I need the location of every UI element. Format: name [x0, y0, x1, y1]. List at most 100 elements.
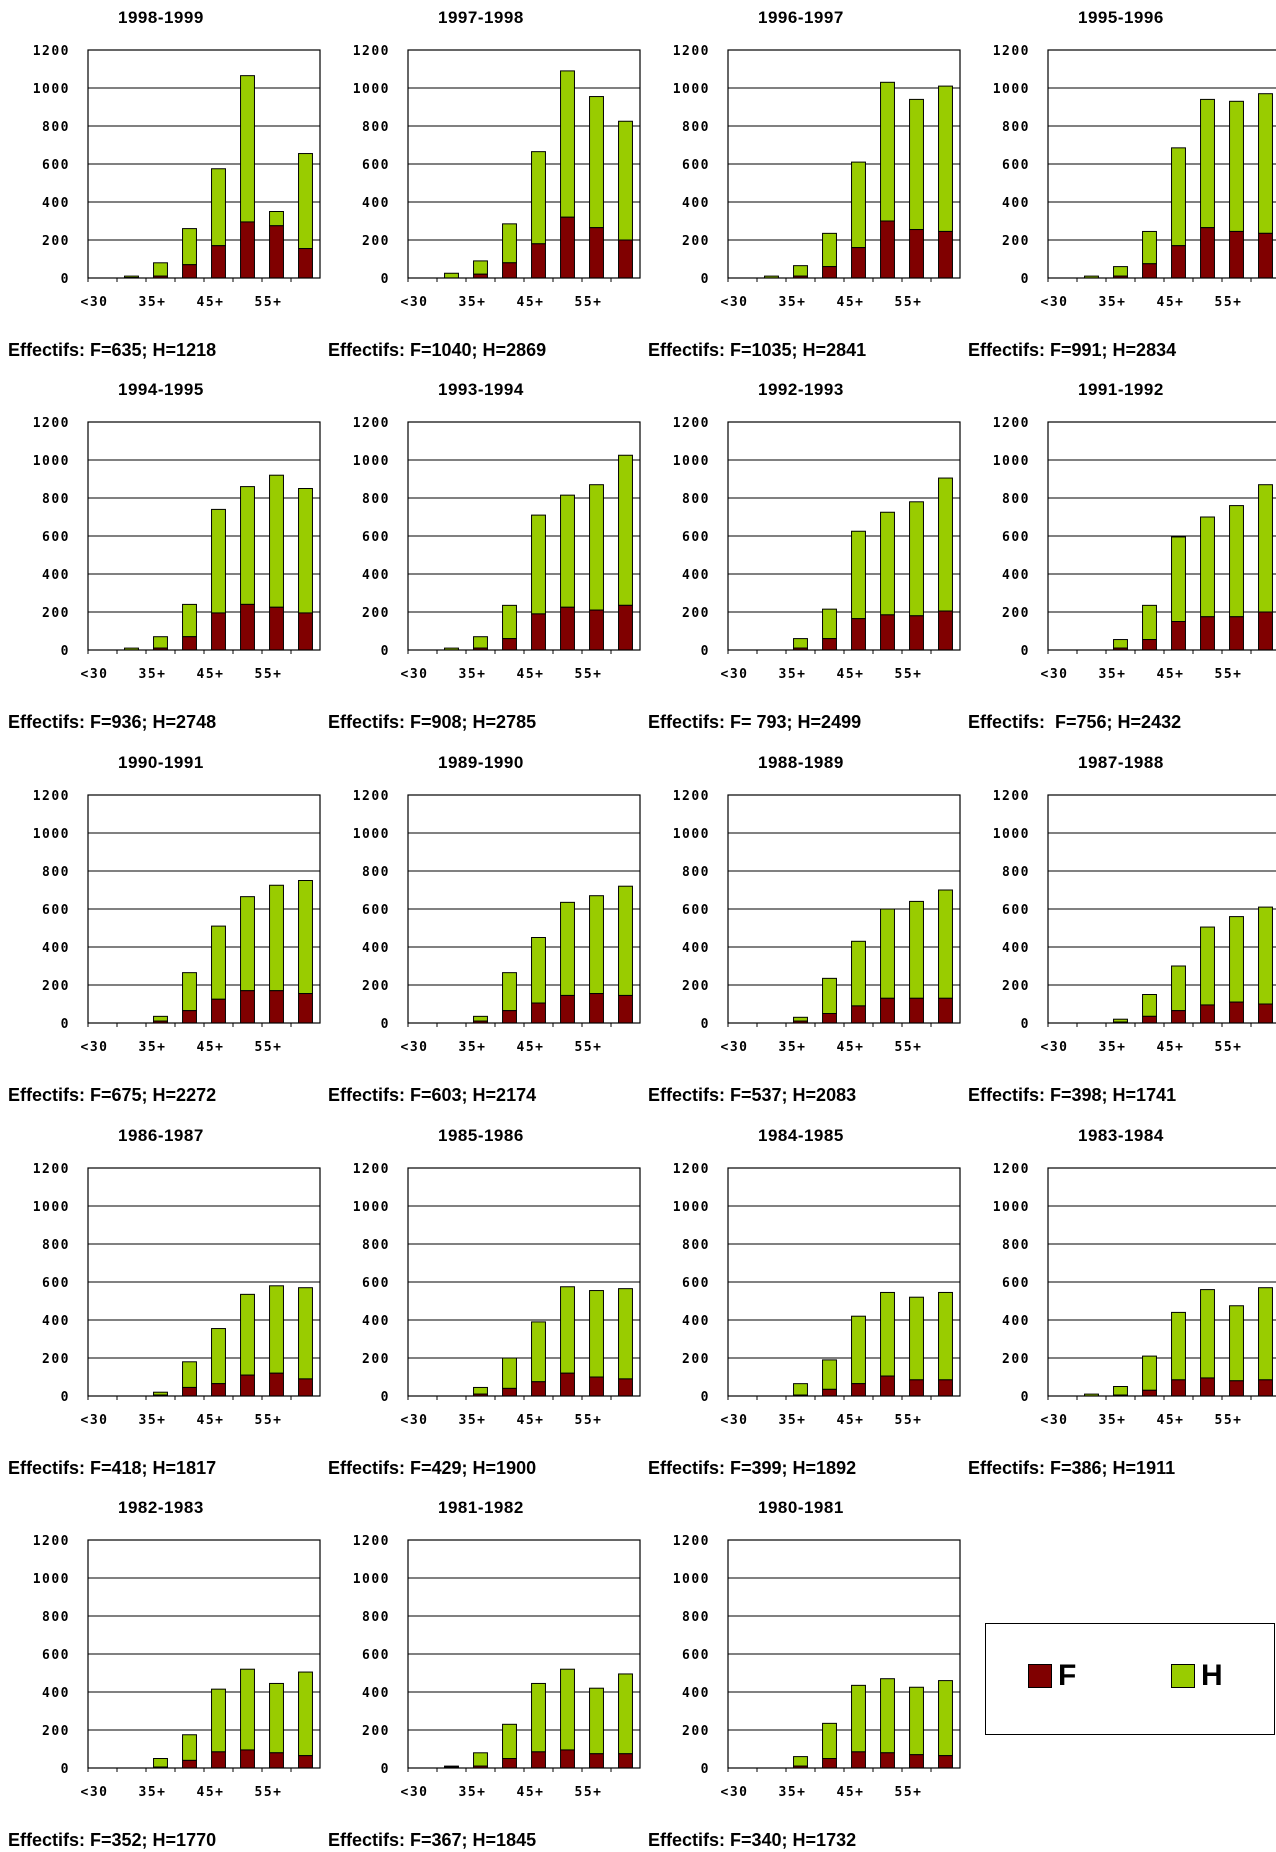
bar-f	[589, 227, 604, 279]
chart-title: 1989-1990	[438, 753, 524, 772]
bar-h	[793, 1016, 808, 1022]
bar-h	[589, 96, 604, 229]
x-tick-label: 35+	[779, 295, 807, 310]
x-tick-label: 55+	[575, 1413, 603, 1428]
bar-f	[240, 1749, 255, 1769]
bar-f	[298, 612, 313, 651]
plot-frame	[727, 1539, 961, 1769]
x-tick-label: 35+	[139, 1413, 167, 1428]
bar-f	[298, 993, 313, 1024]
x-tick-label: <30	[721, 1413, 749, 1428]
y-tick-label: 800	[42, 120, 70, 135]
plot-frame	[1047, 1167, 1276, 1397]
x-tick-label: <30	[721, 295, 749, 310]
bar-chart: 0 200 400 600 800 1000 1200 <30 35+ 45+ 55+	[353, 789, 641, 1055]
y-tick-label: 1000	[673, 454, 710, 469]
y-tick-label: 200	[362, 1352, 390, 1367]
x-tick-label: 35+	[779, 1413, 807, 1428]
bar-h	[1171, 147, 1186, 247]
bar-h	[1171, 1311, 1186, 1381]
bar-f	[211, 1383, 226, 1397]
y-tick-label: 1200	[33, 1534, 70, 1549]
y-tick-label: 200	[682, 606, 710, 621]
chart-title: 1980-1981	[758, 1498, 844, 1517]
y-tick-label: 200	[362, 979, 390, 994]
bar-f	[618, 1753, 633, 1769]
y-tick-label: 0	[61, 272, 70, 287]
chart-title: 1993-1994	[438, 380, 524, 399]
x-tick-label: 55+	[575, 295, 603, 310]
y-tick-label: 400	[362, 1314, 390, 1329]
bar-f	[502, 1387, 517, 1397]
bar-h	[822, 1722, 837, 1760]
x-tick-label: 35+	[1099, 1413, 1127, 1428]
bar-f	[1171, 245, 1186, 279]
y-tick-label: 1000	[33, 454, 70, 469]
bar-h	[211, 168, 226, 247]
effectifs-footer: Effectifs: F=635; H=1218	[8, 340, 217, 360]
bar-chart: 0 200 400 600 800 1000 1200 <30 35+ 45+ 55+	[673, 44, 961, 310]
y-tick-label: 400	[42, 568, 70, 583]
bar-h	[298, 880, 313, 995]
bar-f	[938, 1379, 953, 1397]
x-tick-label: <30	[401, 1040, 429, 1055]
x-tick-label: 55+	[895, 295, 923, 310]
legend-item-f: F	[1028, 1659, 1076, 1693]
bar-h	[1200, 926, 1215, 1006]
x-tick-label: 35+	[459, 295, 487, 310]
bar-f	[1229, 616, 1244, 651]
y-tick-label: 400	[1002, 568, 1030, 583]
bar-f	[1171, 1010, 1186, 1024]
y-tick-label: 1000	[33, 82, 70, 97]
bar-h	[502, 972, 517, 1012]
bar-h	[1113, 639, 1128, 649]
bar-chart: 0 200 400 600 800 1000 1200 <30 35+ 45+ 55+	[673, 1534, 961, 1800]
x-tick-label: 45+	[1157, 1040, 1185, 1055]
legend: F H	[985, 1623, 1275, 1735]
y-tick-label: 800	[362, 1610, 390, 1625]
plot-frame	[87, 1167, 321, 1397]
bar-f	[211, 245, 226, 279]
bar-h	[618, 1288, 633, 1380]
y-tick-label: 200	[362, 606, 390, 621]
bar-f	[1258, 611, 1273, 651]
bar-f	[618, 994, 633, 1024]
y-tick-label: 0	[701, 1390, 710, 1405]
y-tick-label: 800	[682, 120, 710, 135]
bar-f	[589, 609, 604, 651]
y-tick-label: 800	[362, 865, 390, 880]
y-tick-label: 400	[1002, 1314, 1030, 1329]
bar-h	[589, 1290, 604, 1378]
y-tick-label: 200	[42, 979, 70, 994]
bar-f	[531, 243, 546, 279]
bar-h	[1200, 516, 1215, 618]
bar-h	[473, 1386, 488, 1395]
y-tick-label: 1200	[673, 1162, 710, 1177]
y-tick-label: 1000	[353, 1200, 390, 1215]
x-tick-label: 55+	[1215, 1040, 1243, 1055]
x-tick-label: 35+	[139, 1785, 167, 1800]
bar-h	[531, 151, 546, 245]
y-tick-label: 1200	[353, 1162, 390, 1177]
bar-f	[822, 1013, 837, 1024]
plot-frame	[407, 421, 641, 651]
x-tick-label: <30	[401, 295, 429, 310]
x-tick-label: 55+	[895, 1785, 923, 1800]
bar-h	[793, 1383, 808, 1396]
bar-f	[240, 603, 255, 651]
x-tick-label: 45+	[837, 1040, 865, 1055]
bar-chart: 0 200 400 600 800 1000 1200 <30 35+ 45+ 55+	[353, 1534, 641, 1800]
y-tick-label: 1000	[993, 82, 1030, 97]
plot-frame	[1047, 49, 1276, 279]
y-tick-label: 200	[42, 1352, 70, 1367]
bar-f	[269, 990, 284, 1024]
bar-h	[909, 1686, 924, 1756]
bar-h	[880, 908, 895, 999]
y-tick-label: 1200	[673, 44, 710, 59]
x-tick-label: 45+	[837, 295, 865, 310]
effectifs-footer: Effectifs: F=1035; H=2841	[648, 340, 867, 360]
chart-title: 1996-1997	[758, 8, 844, 27]
bar-h	[1142, 604, 1157, 641]
y-tick-label: 0	[61, 1762, 70, 1777]
y-tick-label: 0	[701, 272, 710, 287]
